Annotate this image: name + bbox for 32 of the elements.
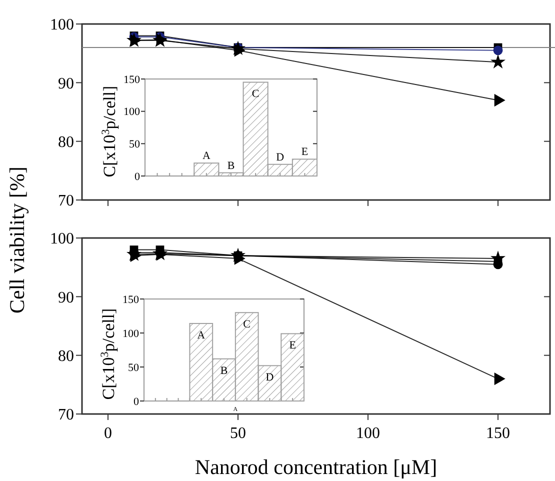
x-tick-label: 100 <box>356 425 380 442</box>
y-tick-label: 100 <box>122 328 140 340</box>
category-label: B <box>220 364 228 377</box>
y-tick-label: 150 <box>122 294 140 306</box>
y-tick-label: 100 <box>50 16 74 34</box>
y-tick-label: 80 <box>58 348 74 365</box>
y-tick-label: 0 <box>134 396 140 408</box>
y-tick-label: 80 <box>58 134 74 151</box>
y-axis-title: Cell viability [%] <box>5 166 29 314</box>
y-tick-label: 100 <box>50 230 74 248</box>
y-tick-label: 70 <box>58 406 74 424</box>
category-label: E <box>301 146 308 158</box>
category-label: C <box>243 318 251 331</box>
x-axis-title: Nanorod concentration [μM] <box>194 455 438 479</box>
category-label: D <box>276 151 284 164</box>
category-label: A <box>202 150 210 162</box>
category-label: C <box>252 88 260 100</box>
y-tick-label: 90 <box>58 289 74 306</box>
y-tick-label: 0 <box>134 170 140 183</box>
y-tick-label: 50 <box>129 138 140 151</box>
x-tick-label: 0 <box>104 425 112 442</box>
y-tick-label: 150 <box>124 74 140 86</box>
category-label: B <box>227 160 235 172</box>
y-tick-label: 100 <box>124 106 140 118</box>
y-tick-label: 70 <box>58 192 74 210</box>
y-tick-label: 90 <box>58 75 74 92</box>
category-label: E <box>289 340 296 352</box>
x-tick-label: 50 <box>230 425 246 442</box>
y-tick-label: 50 <box>128 362 140 374</box>
category-label: A <box>197 329 206 342</box>
x-tick-label: 150 <box>486 425 510 442</box>
category-label: D <box>266 372 274 384</box>
